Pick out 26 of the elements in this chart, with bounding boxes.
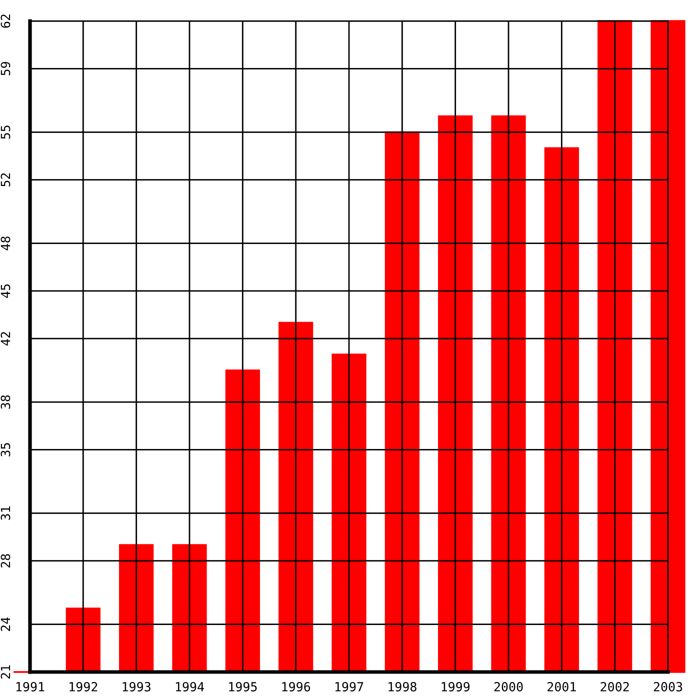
y-tick-label: 52	[0, 173, 10, 186]
x-tick-label: 1998	[388, 682, 416, 692]
x-tick-label: 1995	[229, 682, 257, 692]
x-tick-label: 1993	[122, 682, 150, 692]
y-tick-label: 42	[0, 332, 10, 346]
y-tick-label: 24	[0, 617, 10, 631]
x-tick-label: 1999	[442, 682, 470, 692]
x-tick-label: 1994	[176, 682, 204, 692]
x-tick-label: 1996	[282, 682, 310, 692]
y-tick-label: 62	[0, 14, 10, 28]
y-tick-label: 38	[0, 395, 10, 409]
y-tick-label: 35	[0, 443, 10, 456]
y-tick-label: 31	[0, 506, 10, 520]
y-tick-label: 45	[0, 284, 10, 298]
x-tick-label: 2003	[654, 682, 682, 692]
x-tick-label: 1997	[335, 682, 364, 692]
y-tick-label: 21	[0, 665, 10, 679]
x-tick-label: 2002	[600, 682, 629, 692]
x-tick-label: 1991	[16, 682, 44, 692]
y-tick-label: 28	[0, 554, 10, 568]
y-tick-label: 48	[0, 236, 10, 250]
x-tick-label: 2001	[548, 682, 576, 692]
y-tick-label: 55	[0, 126, 10, 139]
x-tick-label: 1992	[70, 682, 98, 692]
y-tick-label: 59	[0, 62, 10, 76]
x-tick-label: 2000	[494, 682, 523, 692]
